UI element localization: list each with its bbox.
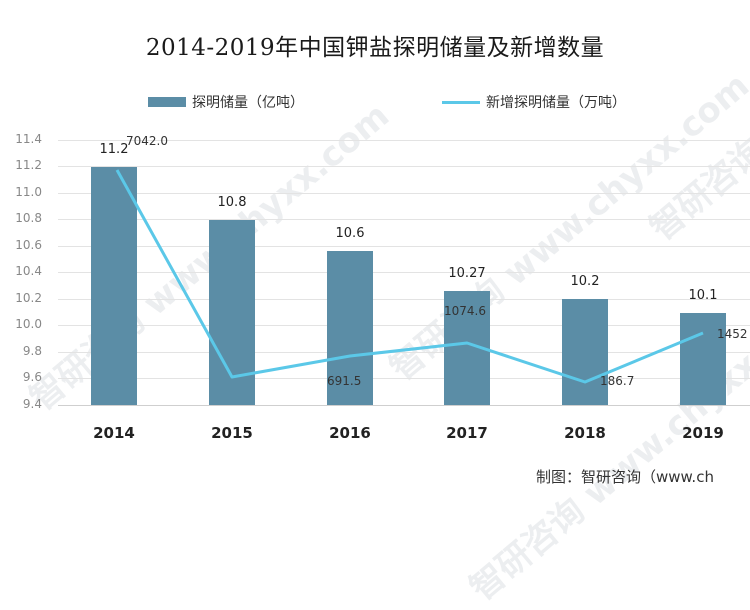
bar-2014 [91, 167, 137, 405]
line-label-2018: 186.7 [600, 374, 635, 388]
bar-label-2016: 10.6 [335, 226, 365, 241]
x-tick: 2018 [564, 424, 606, 442]
y-tick: 9.6 [22, 370, 42, 384]
line-label-2016: 691.5 [327, 374, 362, 388]
y-tick: 10.2 [15, 291, 42, 305]
x-axis-line [58, 405, 750, 406]
x-tick: 2014 [93, 424, 135, 442]
bar-2018 [562, 299, 608, 405]
gridline [58, 272, 750, 273]
y-tick: 10.6 [15, 238, 42, 252]
x-tick: 2015 [211, 424, 253, 442]
y-tick: 11.0 [15, 185, 42, 199]
y-tick: 10.8 [15, 211, 42, 225]
y-tick: 9.8 [22, 344, 42, 358]
bar-label-2019: 10.1 [688, 288, 718, 303]
y-tick: 10.0 [15, 317, 42, 331]
gridline [58, 378, 750, 379]
y-tick: 9.4 [22, 397, 42, 411]
gridline [58, 140, 750, 141]
gridline [58, 325, 750, 326]
bar-label-2018: 10.2 [570, 274, 600, 289]
legend-item-bar: 探明储量（亿吨） [148, 92, 304, 112]
bar-2016 [327, 251, 373, 405]
legend-label-bar: 探明储量（亿吨） [192, 95, 304, 111]
line-series [115, 169, 704, 384]
y-tick: 11.2 [15, 158, 42, 172]
source-credit: 制图：智研咨询（www.ch [536, 468, 714, 486]
bar-label-2014: 11.2 [99, 142, 129, 157]
legend-swatch-line [442, 100, 480, 104]
x-tick: 2019 [682, 424, 724, 442]
legend-swatch-bar [148, 97, 186, 107]
y-tick: 11.4 [15, 132, 42, 146]
line-label-2014: 7042.0 [126, 134, 168, 148]
x-tick: 2016 [329, 424, 371, 442]
line-label-2019: 1452 [717, 327, 748, 341]
bar-2019 [680, 313, 726, 405]
bar-label-2017: 10.27 [448, 266, 486, 281]
bar-label-2015: 10.8 [217, 195, 247, 210]
legend-item-line: 新增探明储量（万吨） [442, 92, 626, 112]
legend-label-line: 新增探明储量（万吨） [486, 95, 626, 111]
y-tick: 10.4 [15, 264, 42, 278]
gridline [58, 352, 750, 353]
line-label-2017: 1074.6 [444, 304, 486, 318]
gridline [58, 299, 750, 300]
gridline [58, 166, 750, 167]
gridline [58, 246, 750, 247]
x-tick: 2017 [446, 424, 488, 442]
gridline [58, 219, 750, 220]
chart-title: 2014-2019年中国钾盐探明储量及新增数量 [145, 35, 605, 61]
gridline [58, 193, 750, 194]
